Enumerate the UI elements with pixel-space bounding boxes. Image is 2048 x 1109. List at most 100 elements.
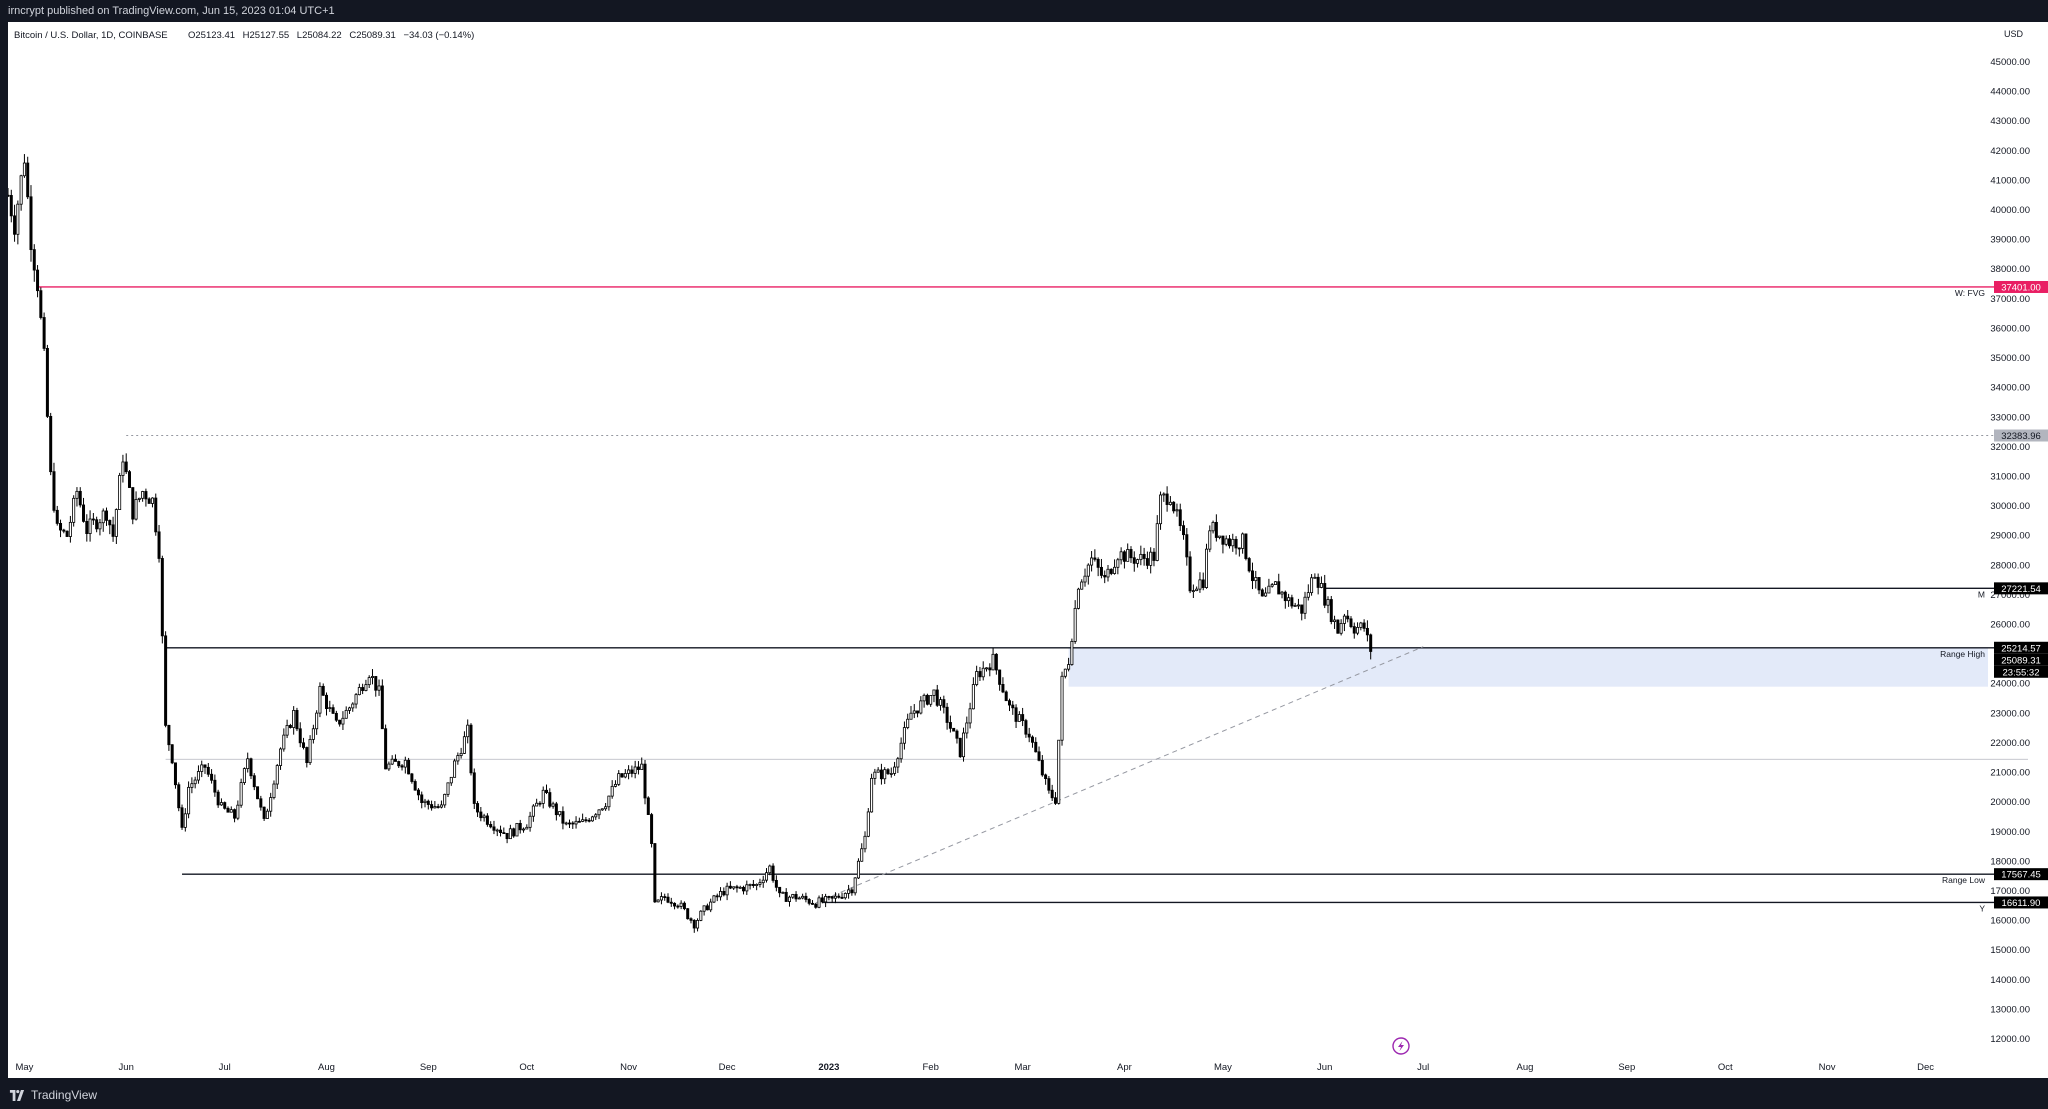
candle-body — [673, 902, 677, 907]
price-tag-0-text: 37401.00 — [2001, 282, 2041, 293]
candle-body — [893, 766, 897, 774]
price-tag-5-bg — [1994, 868, 2048, 881]
candle — [732, 886, 736, 890]
candle — [1306, 584, 1310, 601]
candle — [1182, 520, 1186, 540]
candle-body — [1063, 668, 1067, 677]
candle — [870, 773, 874, 813]
candle-body — [620, 773, 624, 778]
candle-body — [259, 798, 263, 808]
candle — [804, 892, 808, 903]
candle — [459, 747, 463, 759]
candle-body — [173, 762, 177, 786]
y-tick-label: 41000.00 — [1990, 175, 2030, 186]
countdown-tag: 23:55:32 — [1994, 665, 2048, 678]
level-label-0: W: FVG — [1955, 288, 1985, 298]
candle-body — [400, 765, 404, 768]
candle — [1254, 570, 1258, 589]
candle — [699, 910, 703, 922]
candle — [36, 265, 40, 298]
candle — [95, 516, 99, 533]
candle — [613, 780, 617, 788]
candle-body — [1211, 521, 1215, 532]
candle-body — [791, 894, 795, 898]
candle — [1198, 572, 1202, 593]
candle-body — [29, 196, 33, 251]
candle — [354, 693, 358, 709]
currency-label: USD — [2004, 29, 2024, 39]
candle — [131, 487, 135, 525]
candle — [167, 724, 171, 751]
y-tick-label: 20000.00 — [1990, 797, 2030, 808]
candle-body — [587, 819, 591, 822]
candle-body — [653, 843, 657, 903]
candle — [939, 696, 943, 711]
candle-body — [206, 766, 210, 775]
candle — [26, 156, 30, 200]
candle — [1050, 784, 1054, 801]
candle — [824, 893, 828, 908]
tradingview-brand[interactable]: TradingView — [8, 1088, 97, 1102]
candle-body — [1270, 584, 1274, 587]
candle-body — [1254, 577, 1258, 582]
candle — [571, 821, 575, 829]
candle — [1083, 568, 1087, 587]
candle-body — [738, 886, 742, 889]
candle-body — [315, 712, 319, 730]
candle-body — [686, 908, 690, 920]
candle-body — [42, 317, 46, 349]
candle — [105, 507, 109, 526]
price-tag-3-bg — [1994, 641, 2048, 654]
candle-body — [748, 883, 752, 886]
candle-body — [1145, 558, 1149, 566]
candle — [1218, 535, 1222, 540]
candle-body — [1303, 596, 1307, 614]
candle — [525, 824, 529, 830]
ohlc-readout: O25123.41 H25127.55 L25084.22 C25089.31 … — [188, 30, 474, 41]
candle — [1326, 596, 1330, 614]
candle — [502, 827, 506, 835]
candle — [817, 895, 821, 909]
candle — [32, 244, 36, 282]
candle — [1086, 563, 1090, 585]
candle-body — [1076, 588, 1080, 609]
chart-frame[interactable]: 45000.00 44000.00 43000.00 42000.00 41000.00… — [6, 22, 2048, 1078]
price-chart[interactable]: 45000.00 44000.00 43000.00 42000.00 41000.00… — [6, 22, 2048, 1078]
candle — [508, 824, 512, 840]
candle-body — [1369, 634, 1373, 652]
candle — [551, 801, 555, 809]
candle-body — [127, 471, 131, 488]
candle — [1234, 536, 1238, 555]
candle-body — [91, 518, 95, 521]
lightning-icon[interactable] — [1392, 1037, 1410, 1055]
candle-body — [72, 497, 76, 523]
candle — [784, 888, 788, 902]
candle — [1319, 576, 1323, 589]
candle-body — [16, 203, 20, 235]
candle-body — [1221, 535, 1225, 545]
candle-body — [1231, 538, 1235, 547]
candle — [889, 767, 893, 778]
candle-body — [994, 653, 998, 671]
candle — [1247, 556, 1251, 573]
price-tag-3-text: 25214.57 — [2001, 643, 2041, 654]
candle-body — [925, 694, 929, 705]
candle — [364, 679, 368, 692]
candle — [1145, 551, 1149, 570]
candle-body — [538, 802, 542, 805]
candle-body — [1162, 493, 1166, 496]
candle — [433, 801, 437, 809]
candle-body — [1356, 627, 1360, 634]
candle-body — [581, 819, 585, 822]
candle-body — [302, 742, 306, 748]
candle-body — [758, 882, 762, 885]
candle — [456, 752, 460, 765]
y-tick-label: 32000.00 — [1990, 442, 2030, 453]
candle-body — [636, 766, 640, 770]
candle — [873, 768, 877, 785]
candle — [1129, 546, 1133, 563]
y-tick-label: 37000.00 — [1990, 294, 2030, 305]
candle — [1021, 707, 1025, 727]
candle — [1149, 547, 1153, 574]
candle-body — [1024, 720, 1028, 735]
